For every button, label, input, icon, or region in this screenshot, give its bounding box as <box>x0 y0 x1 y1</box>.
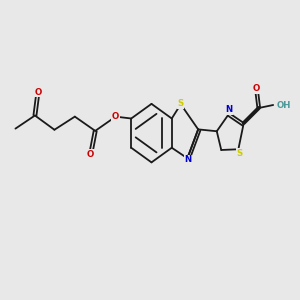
Text: S: S <box>237 148 243 158</box>
Text: N: N <box>184 155 191 164</box>
Text: S: S <box>178 99 184 108</box>
Text: O: O <box>112 112 119 121</box>
Text: N: N <box>225 105 232 114</box>
Text: O: O <box>253 84 260 93</box>
Text: O: O <box>87 150 94 159</box>
Text: O: O <box>34 88 42 97</box>
Text: OH: OH <box>277 100 291 109</box>
